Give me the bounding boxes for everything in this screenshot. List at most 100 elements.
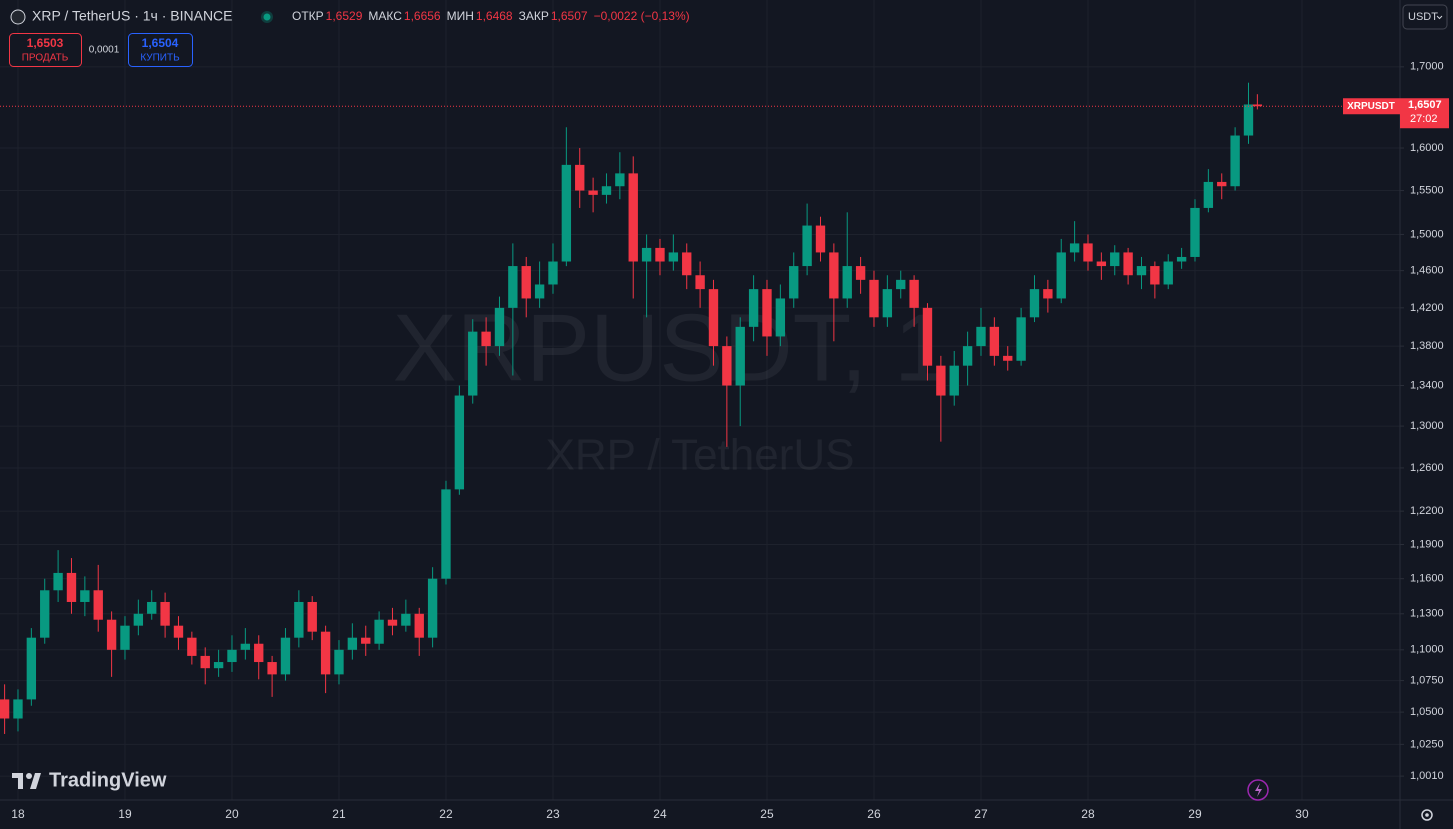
candle-body xyxy=(80,590,90,602)
x-tick-label: 22 xyxy=(439,807,453,821)
candle-body xyxy=(347,637,358,650)
candle-body xyxy=(722,346,732,386)
y-tick-label: 1,4200 xyxy=(1410,302,1444,314)
candle-body xyxy=(789,266,799,299)
candle-body xyxy=(1230,135,1240,187)
ohlc-label: ЗАКР xyxy=(519,9,549,23)
candle-body xyxy=(829,252,839,299)
candle-body xyxy=(909,279,919,308)
candle-body xyxy=(1043,289,1053,299)
candle-body xyxy=(147,601,157,614)
candle-body xyxy=(1252,104,1263,107)
candle-body xyxy=(1069,243,1080,253)
candle-body xyxy=(454,395,465,490)
candle-body xyxy=(896,279,906,290)
candle-body xyxy=(1110,252,1120,267)
candle-body xyxy=(922,307,933,366)
candle-body xyxy=(1056,252,1066,299)
candle-body xyxy=(641,247,652,262)
candle-body xyxy=(66,572,77,602)
candle-body xyxy=(1243,104,1254,136)
candle-body xyxy=(1083,243,1093,262)
settings-icon xyxy=(1425,813,1429,817)
candle-body xyxy=(280,637,291,675)
y-tick-label: 1,5000 xyxy=(1410,228,1444,240)
settings-icon[interactable] xyxy=(1421,809,1433,821)
x-tick-label: 23 xyxy=(546,807,560,821)
countdown: 27:02 xyxy=(1410,113,1438,125)
candle-body xyxy=(240,643,251,650)
ohlc-label: МАКС xyxy=(368,9,402,23)
candle-body xyxy=(481,331,491,347)
candle-body xyxy=(1203,181,1214,208)
candle-body xyxy=(976,326,986,347)
candle-body xyxy=(936,365,946,396)
candle-body xyxy=(0,699,10,719)
logo-icon xyxy=(26,773,32,779)
candle-body xyxy=(1176,256,1187,262)
candle-body xyxy=(601,186,612,195)
currency[interactable]: USDT xyxy=(1408,11,1438,23)
header: XRP / TetherUS · 1ч · BINANCE ОТКР 1,6529… xyxy=(10,4,1448,30)
alert-icon[interactable] xyxy=(1247,779,1269,801)
y-tick-label: 1,7000 xyxy=(1410,61,1444,73)
x-tick-label: 19 xyxy=(118,807,132,821)
x-tick-label: 26 xyxy=(867,807,881,821)
candle-body xyxy=(133,613,144,626)
candle-body xyxy=(93,590,103,620)
price-tag xyxy=(1400,98,1449,129)
symbol-tag xyxy=(1343,98,1400,115)
candle-body xyxy=(26,637,37,700)
sell-price[interactable]: 1,6503 xyxy=(27,36,64,50)
candle-body xyxy=(1003,355,1013,361)
buy-button[interactable] xyxy=(128,33,193,67)
candle-body xyxy=(628,173,638,262)
x-tick-label: 21 xyxy=(332,807,346,821)
candle-body xyxy=(227,649,237,663)
candle-body xyxy=(254,643,264,663)
candle-body xyxy=(655,247,665,262)
ohlc-label: МИН xyxy=(447,9,474,23)
x-tick-label: 20 xyxy=(225,807,239,821)
candle-body xyxy=(40,590,50,638)
watermark: XRP / TetherUS xyxy=(546,431,855,480)
symbol-title[interactable]: XRP / TetherUS · 1ч · BINANCE xyxy=(32,8,233,24)
y-tick-label: 1,2200 xyxy=(1410,505,1444,517)
y-tick-label: 1,0500 xyxy=(1410,706,1444,718)
sell-label[interactable]: ПРОДАТЬ xyxy=(22,53,69,64)
y-tick-label: 1,1000 xyxy=(1410,644,1444,656)
candle-body xyxy=(1190,207,1200,257)
axes: 1,0010 1,0250 1,0500 1,0750 1,1000 1,1300 1,16… xyxy=(11,61,1449,821)
candle-body xyxy=(160,601,170,626)
price-tag-text: 1,6507 xyxy=(1408,99,1442,111)
candle-body xyxy=(361,637,371,644)
candle-body xyxy=(682,252,692,276)
candle-body xyxy=(962,346,973,366)
sell-button[interactable] xyxy=(9,33,82,67)
candle-body xyxy=(53,572,63,591)
candle-body xyxy=(762,289,772,337)
candle-body xyxy=(414,613,424,638)
candle-body xyxy=(882,289,893,318)
buy-price[interactable]: 1,6504 xyxy=(142,36,179,50)
candle-body xyxy=(695,275,705,290)
candle-body xyxy=(213,662,224,669)
y-tick-label: 1,0750 xyxy=(1410,675,1444,687)
buy-label[interactable]: КУПИТЬ xyxy=(140,53,180,64)
currency-button[interactable] xyxy=(1402,4,1448,30)
candle-body xyxy=(187,637,197,656)
status-dot xyxy=(263,13,271,21)
y-tick-label: 1,3400 xyxy=(1410,379,1444,391)
candle-body xyxy=(521,266,531,299)
candle-body xyxy=(548,261,558,285)
y-tick-label: 1,6000 xyxy=(1410,142,1444,154)
candle-body xyxy=(748,289,759,327)
watermark: XRPUSDT, 1 xyxy=(393,294,948,401)
candle-body xyxy=(708,289,719,347)
candle-body xyxy=(307,601,317,632)
candle-body xyxy=(173,625,184,638)
logo: TradingView xyxy=(12,769,167,791)
candle-body xyxy=(855,266,866,280)
ohlc-value: 1,6468 xyxy=(476,9,513,23)
candle-body xyxy=(802,225,812,267)
